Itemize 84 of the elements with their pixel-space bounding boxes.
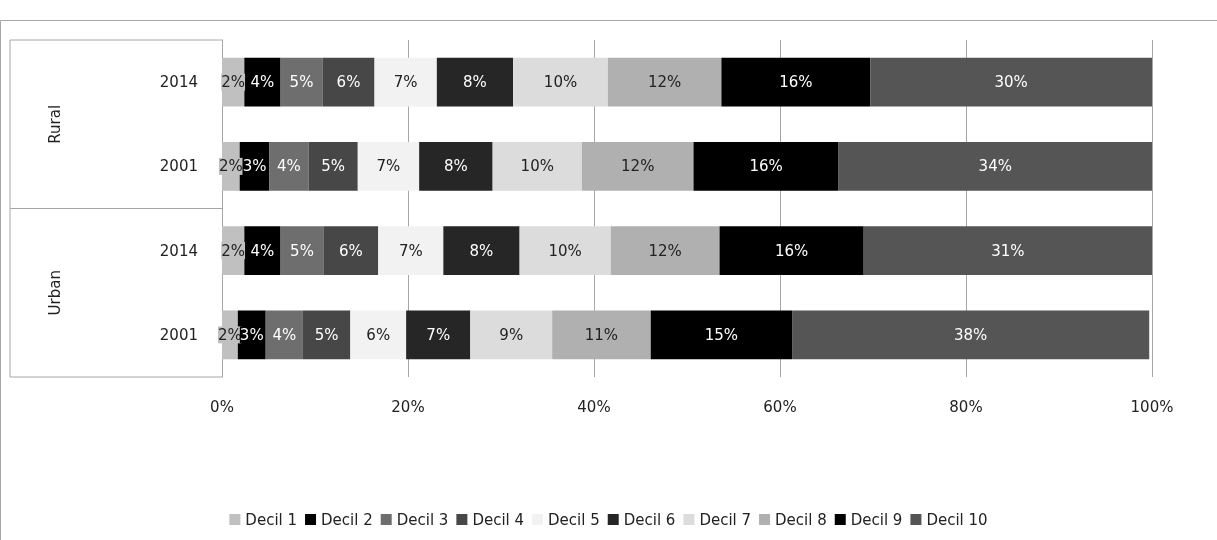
x-tick-label: 80% (949, 397, 983, 416)
data-label: 4% (250, 241, 275, 260)
data-label: 9% (499, 325, 524, 344)
bar (721, 57, 871, 107)
data-label: 5% (314, 325, 339, 344)
y-tick-label: 2001 (159, 157, 198, 176)
legend-label: Decil 8 (775, 510, 827, 529)
data-label: 16% (774, 241, 809, 260)
bar (406, 310, 471, 360)
data-label: 12% (648, 73, 682, 92)
bar (693, 141, 839, 191)
data-label: 5% (321, 157, 346, 176)
bar (322, 57, 375, 107)
bar (470, 310, 553, 360)
data-label: 7% (393, 73, 418, 92)
bar (419, 141, 493, 191)
legend-label: Decil 7 (699, 510, 752, 529)
data-label: 38% (953, 325, 988, 344)
data-label: 7% (426, 325, 451, 344)
bar (870, 57, 1152, 107)
data-label: 7% (376, 157, 401, 176)
bar (374, 57, 437, 107)
legend-label: Decil 5 (548, 510, 600, 529)
data-label: 7% (398, 241, 423, 260)
data-label: 4% (250, 73, 275, 92)
bar (863, 226, 1152, 276)
data-label: 6% (338, 241, 363, 260)
bar (607, 57, 722, 107)
data-label: 8% (463, 73, 487, 92)
y-tick-label: 2014 (159, 73, 198, 92)
y-tick-label: 2014 (159, 241, 198, 260)
legend-label: Decil 10 (926, 510, 988, 529)
bar (357, 141, 420, 191)
data-label: 5% (290, 241, 314, 260)
bar (650, 310, 793, 360)
bar (719, 226, 864, 276)
bar (792, 310, 1150, 360)
bar (513, 57, 608, 107)
bar (838, 141, 1152, 191)
data-label: 10% (543, 73, 578, 92)
data-label: 2% (221, 73, 246, 92)
bar (610, 226, 720, 276)
x-tick-label: 100% (1130, 397, 1174, 416)
x-tick-label: 60% (763, 397, 797, 416)
legend-label: Decil 9 (850, 510, 903, 529)
data-label: 6% (366, 325, 391, 344)
data-label: 11% (584, 325, 619, 344)
data-label: 8% (444, 157, 468, 176)
data-label: 12% (648, 241, 682, 260)
legend-label: Decil 3 (396, 510, 449, 529)
data-label: 4% (272, 325, 297, 344)
data-label: 31% (991, 241, 1025, 260)
bar (378, 226, 444, 276)
data-label: 15% (704, 325, 739, 344)
bar (519, 226, 611, 276)
legend-label: Decil 2 (321, 510, 373, 529)
x-tick-label: 0% (210, 397, 234, 416)
data-label: 8% (469, 241, 494, 260)
x-tick-label: 20% (391, 397, 425, 416)
data-label: 3% (242, 157, 267, 176)
data-label: 16% (749, 157, 783, 176)
legend-label: Decil 4 (472, 510, 525, 529)
bar (492, 141, 582, 191)
data-label: 10% (548, 241, 582, 260)
data-label: 6% (336, 73, 361, 92)
data-label: 5% (289, 73, 314, 92)
data-label: 10% (520, 157, 554, 176)
bar (436, 57, 514, 107)
bar (443, 226, 520, 276)
legend-label: Decil 1 (245, 510, 298, 529)
data-label: 3% (239, 325, 264, 344)
text: Urban (46, 270, 64, 316)
data-label: 2% (221, 241, 246, 260)
data-label: 2% (218, 157, 243, 176)
legend-label: Decil 6 (623, 510, 676, 529)
data-label: 30% (994, 73, 1028, 92)
data-label: 34% (978, 157, 1012, 176)
text: Rural (46, 104, 64, 144)
data-label: 12% (621, 157, 655, 176)
y-tick-label: 2001 (159, 325, 198, 344)
x-tick-label: 40% (577, 397, 611, 416)
bar (350, 310, 407, 360)
data-label: 16% (779, 73, 813, 92)
data-label: 4% (277, 157, 301, 176)
